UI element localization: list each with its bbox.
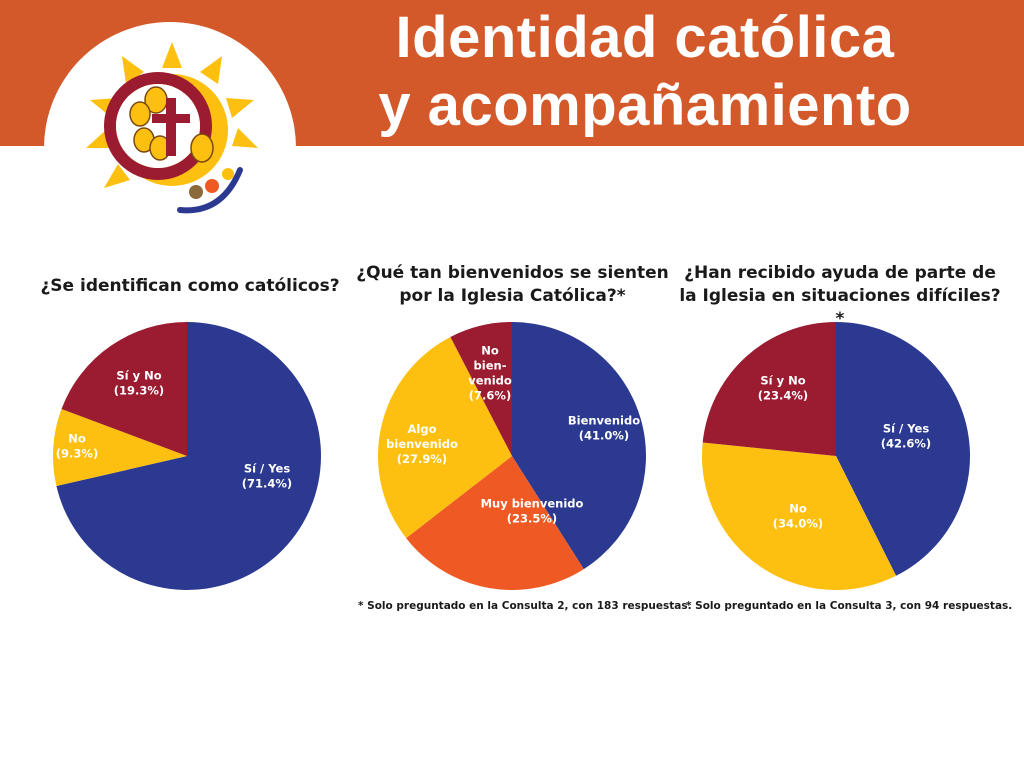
chart-3-pie: Sí / Yes (42.6%) No (34.0%) Sí y No (23.4%) bbox=[702, 322, 970, 590]
chart-3-slice-3-label: Sí y No (23.4%) bbox=[758, 374, 808, 403]
chart-1-title: ¿Se identifican como católicos? bbox=[30, 275, 350, 298]
chart-3-slice-2 bbox=[702, 442, 897, 590]
chart-1-title-line-1: ¿Se identifican como católicos? bbox=[40, 276, 340, 296]
chart-3-slice-1-label: Sí / Yes (42.6%) bbox=[881, 422, 931, 451]
chart-1-slice-1-label: Sí / Yes (71.4%) bbox=[242, 462, 292, 491]
chart-3-slice-3 bbox=[702, 322, 836, 456]
chart-2-slice-1 bbox=[512, 322, 646, 570]
chart-2-pie: Bienvenido (41.0%) Muy bienvenido (23.5%) Al… bbox=[378, 322, 646, 590]
chart-2-title-line-2: por la Iglesia Católica?* bbox=[399, 286, 626, 306]
chart-1-slice-2-label: No (9.3%) bbox=[56, 432, 98, 461]
chart-2-title-line-1: ¿Qué tan bienvenidos se sienten bbox=[356, 263, 669, 283]
chart-3-title-line-1: ¿Han recibido ayuda de parte de bbox=[684, 263, 996, 283]
chart-2-slice-2 bbox=[406, 456, 584, 590]
chart-2-title: ¿Qué tan bienvenidos se sienten por la I… bbox=[350, 262, 675, 308]
page-title-line-1: Identidad católica bbox=[395, 5, 895, 70]
chart-2-slice-4 bbox=[450, 322, 512, 456]
chart-2-slice-4-label: No bien-venido (7.6%) bbox=[468, 344, 512, 403]
page-title-line-2: y acompañamiento bbox=[378, 73, 912, 138]
chart-2-slice-3-label: Algo bienvenido (27.9%) bbox=[386, 422, 458, 466]
chart-3-title-line-2: la Iglesia en situaciones difíciles?* bbox=[679, 286, 1001, 329]
chart-2-footnote: * Solo preguntado en la Consulta 2, con … bbox=[358, 600, 692, 612]
chart-3-footnote: * Solo preguntado en la Consulta 3, con … bbox=[686, 600, 1013, 612]
page-title: Identidad católica y acompañamiento bbox=[300, 4, 990, 140]
chart-2-slice-3 bbox=[378, 336, 512, 539]
chart-3-slice-1 bbox=[836, 322, 970, 576]
chart-2-slice-2-label: Muy bienvenido (23.5%) bbox=[481, 497, 584, 526]
chart-1-slice-3 bbox=[61, 322, 187, 456]
chart-3-slice-2-label: No (34.0%) bbox=[773, 502, 823, 531]
chart-1-slice-1 bbox=[56, 322, 322, 590]
chart-1-slice-2 bbox=[53, 409, 187, 487]
chart-3-title: ¿Han recibido ayuda de parte de la Igles… bbox=[675, 262, 1005, 331]
church-logo-icon bbox=[86, 42, 258, 214]
chart-1-pie: Sí / Yes (71.4%) No (9.3%) Sí y No (19.3%) bbox=[53, 322, 322, 590]
chart-1-slice-3-label: Sí y No (19.3%) bbox=[114, 369, 164, 398]
chart-2-slice-1-label: Bienvenido (41.0%) bbox=[568, 414, 640, 443]
